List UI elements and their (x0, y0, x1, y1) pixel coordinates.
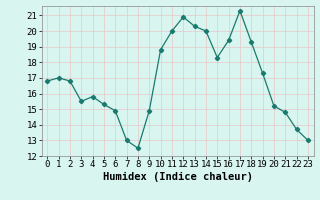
X-axis label: Humidex (Indice chaleur): Humidex (Indice chaleur) (103, 172, 252, 182)
